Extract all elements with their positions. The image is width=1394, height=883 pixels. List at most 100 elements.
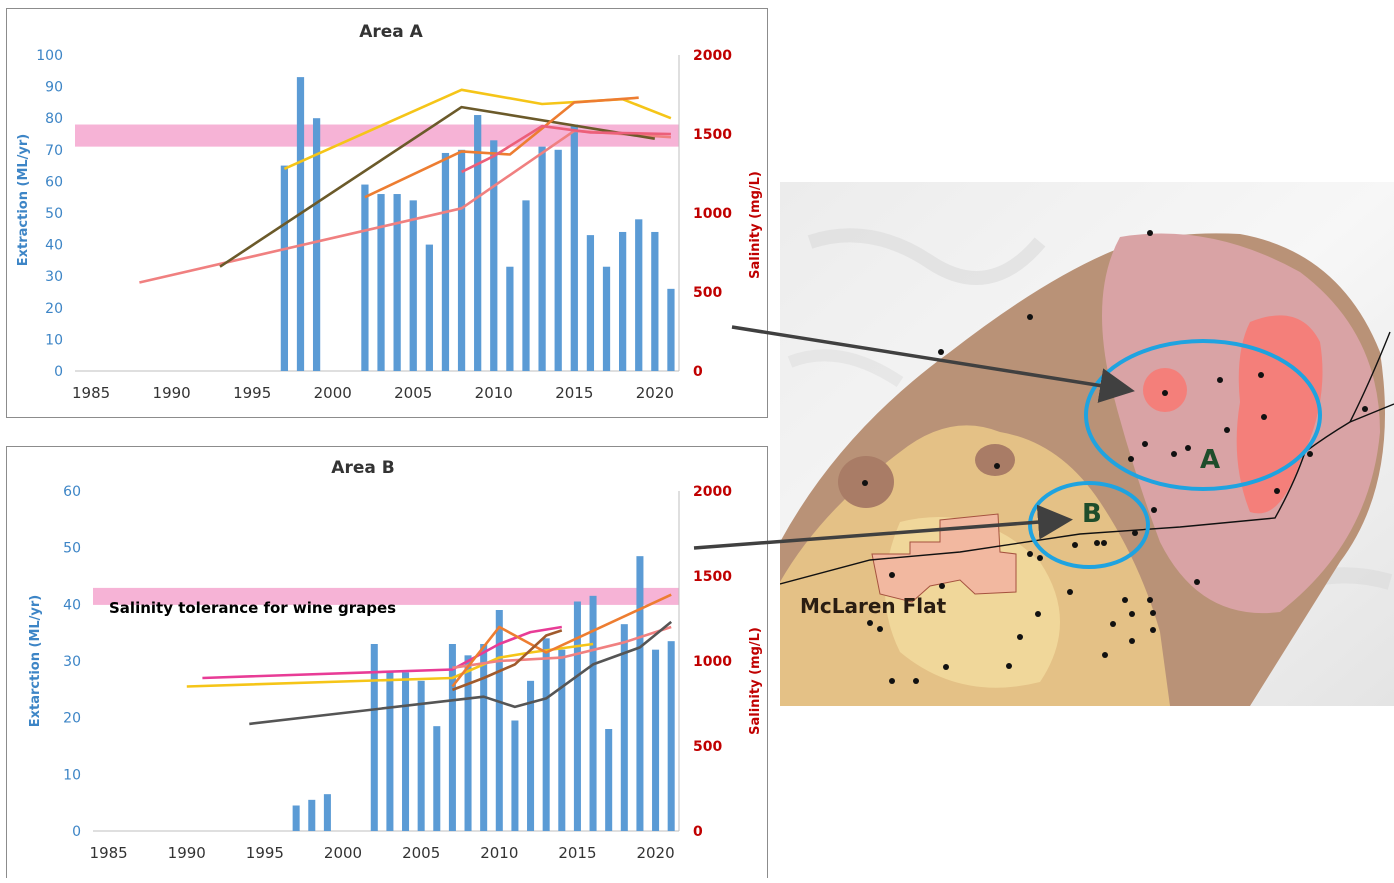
- extraction-bar-2016: [589, 595, 597, 831]
- extraction-bar-2002: [361, 184, 369, 371]
- y-tick-label: 10: [45, 332, 63, 348]
- area-a-chart-panel: Area A Extraction (ML/yr) Salinity (mg/L…: [6, 8, 768, 418]
- extraction-bar-2010: [495, 610, 503, 831]
- y-tick-label: 20: [45, 301, 63, 317]
- salinity-tolerance-annotation: Salinity tolerance for wine grapes: [109, 599, 396, 617]
- extraction-bar-2014: [554, 149, 562, 371]
- extraction-bar-2006: [425, 244, 433, 371]
- x-tick-label: 2020: [636, 384, 674, 402]
- y-tick-label: 60: [45, 174, 63, 190]
- y-tick-label: 70: [45, 143, 63, 159]
- mclaren-flat-label: McLaren Flat: [800, 594, 947, 618]
- y-tick-label: 0: [54, 364, 63, 380]
- extraction-bar-2016: [586, 235, 595, 371]
- salinity-series-line-2: [186, 642, 594, 688]
- extraction-bar-2012: [522, 200, 530, 371]
- extraction-bar-1998: [308, 799, 316, 831]
- extraction-bar-2019: [635, 219, 643, 371]
- area-b-map-label: B: [1082, 499, 1102, 529]
- chart-1-plot: [93, 491, 680, 832]
- y-tick-label: 100: [36, 48, 63, 64]
- area-a-map-label: A: [1200, 445, 1220, 475]
- salinity-series-line-4: [249, 620, 673, 726]
- extraction-bar-2002: [370, 644, 378, 831]
- extraction-bar-2015: [573, 601, 581, 831]
- area-b-chart-title: Area B: [331, 458, 394, 478]
- y2-tick-label: 0: [693, 824, 703, 840]
- extraction-bar-2004: [402, 672, 410, 831]
- extraction-bar-2015: [570, 124, 578, 372]
- extraction-bar-2009: [474, 115, 482, 371]
- x-tick-label: 2000: [324, 844, 362, 862]
- y-tick-label: 90: [45, 80, 63, 96]
- salinity-series-line-1: [202, 625, 563, 680]
- extraction-bar-2020: [652, 649, 660, 831]
- road-line: [779, 403, 1394, 585]
- x-tick-label: 2010: [475, 384, 513, 402]
- extraction-bar-2021: [667, 288, 675, 371]
- extraction-bar-2020: [651, 231, 659, 371]
- extraction-bar-2004: [393, 194, 401, 371]
- y2-tick-label: 1000: [693, 654, 732, 670]
- y-tick-label: 10: [63, 767, 81, 783]
- salinity-series-line-6: [451, 629, 563, 692]
- x-tick-label: 1990: [153, 384, 191, 402]
- extraction-bar-2017: [602, 266, 611, 371]
- extraction-bar-1997: [280, 165, 289, 371]
- extraction-bar-2011: [511, 720, 519, 831]
- extraction-bar-2007: [448, 644, 456, 831]
- y-tick-label: 60: [63, 484, 81, 500]
- area-a-chart: Area A Extraction (ML/yr) Salinity (mg/L…: [16, 22, 763, 402]
- y2-tick-label: 2000: [693, 484, 732, 500]
- x-tick-label: 2005: [394, 384, 432, 402]
- salinity-tolerance-band: [93, 587, 679, 605]
- extraction-bar-2019: [636, 556, 644, 831]
- x-tick-label: 1995: [246, 844, 284, 862]
- extraction-bar-1998: [296, 77, 305, 372]
- salinity-zone-red: [1236, 315, 1323, 514]
- y2-tick-label: 1000: [693, 206, 732, 222]
- extraction-bar-2007: [441, 152, 450, 371]
- extraction-bar-1999: [312, 118, 321, 371]
- y-tick-label: 50: [63, 541, 81, 557]
- extraction-bar-2005: [409, 200, 417, 371]
- y-tick-label: 30: [45, 269, 63, 285]
- x-tick-label: 2010: [480, 844, 518, 862]
- x-tick-label: 1985: [90, 844, 128, 862]
- y2-tick-label: 500: [693, 285, 722, 301]
- extraction-bar-2003: [386, 672, 394, 831]
- y2-tick-label: 2000: [693, 48, 732, 64]
- area-b-chart: Area B Extarction (ML/yr) Salinity (mg/L…: [28, 458, 763, 862]
- y2-tick-label: 1500: [693, 127, 732, 143]
- extraction-bar-1997: [292, 805, 300, 831]
- salinity-series-line-4: [364, 96, 639, 199]
- y-tick-label: 30: [63, 654, 81, 670]
- extraction-bar-2012: [527, 680, 535, 831]
- extraction-bar-2013: [542, 638, 550, 831]
- area-b-chart-panel: Area B Extarction (ML/yr) Salinity (mg/L…: [6, 446, 768, 878]
- area-b-salinity-axis-label: Salinity (mg/L): [748, 627, 763, 735]
- extraction-bar-2017: [605, 729, 613, 831]
- area-a-salinity-axis-label: Salinity (mg/L): [748, 171, 763, 279]
- extraction-bar-2008: [464, 655, 472, 831]
- y-tick-label: 80: [45, 111, 63, 127]
- extraction-bar-2010: [490, 140, 498, 371]
- area-a-ellipse: [1084, 339, 1322, 491]
- x-tick-label: 1985: [72, 384, 110, 402]
- x-tick-label: 2015: [555, 384, 593, 402]
- extraction-bar-2006: [433, 726, 441, 831]
- x-tick-label: 2000: [314, 384, 352, 402]
- area-a-extraction-axis-label: Extraction (ML/yr): [16, 134, 31, 267]
- extraction-bar-2014: [558, 649, 566, 831]
- y-tick-label: 0: [72, 824, 81, 840]
- chart-0-plot: [75, 55, 680, 372]
- extraction-bar-2013: [538, 146, 546, 371]
- area-b-extraction-axis-label: Extarction (ML/yr): [28, 595, 43, 728]
- y2-tick-label: 1500: [693, 569, 732, 585]
- y-tick-label: 20: [63, 711, 81, 727]
- area-a-chart-title: Area A: [359, 22, 423, 42]
- extraction-bar-2018: [620, 624, 628, 831]
- y-tick-label: 40: [63, 597, 81, 613]
- salinity-series-line-2: [283, 88, 672, 170]
- x-tick-label: 2005: [402, 844, 440, 862]
